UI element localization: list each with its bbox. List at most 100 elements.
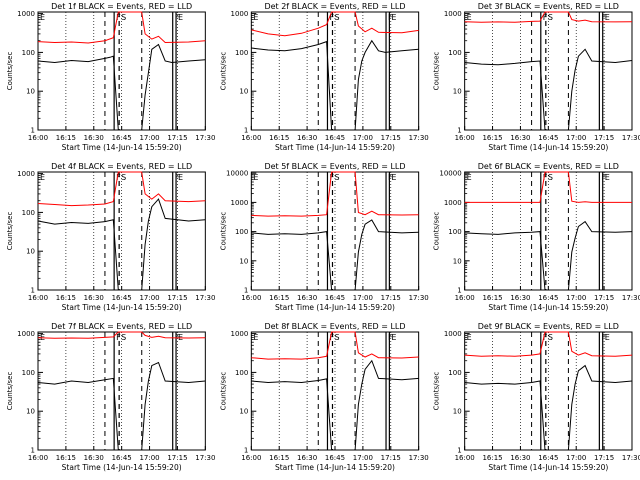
y-axis-label: Counts/sec <box>433 372 441 411</box>
y-tick-label: 1000 <box>444 330 462 338</box>
x-tick-label: 17:15 <box>167 294 187 302</box>
chart-title: Det 5f BLACK = Events, RED = LLD <box>264 162 405 171</box>
plot-frame <box>37 331 206 451</box>
x-tick-label: 17:30 <box>195 454 215 462</box>
event-marker-label: F <box>116 13 121 22</box>
x-tick-label: 16:15 <box>56 294 76 302</box>
chart-title: Det 2f BLACK = Events, RED = LLD <box>264 2 405 11</box>
series-events <box>464 48 633 131</box>
y-tick-label: 10 <box>239 88 248 96</box>
event-marker-label: F <box>388 333 393 342</box>
event-marker-label: F <box>175 13 180 22</box>
event-marker-label: S <box>121 13 126 22</box>
x-axis-label: Start Time (14-Jun-14 15:59:20) <box>62 463 182 472</box>
x-tick-label: 16:15 <box>269 294 289 302</box>
y-tick-label: 1 <box>244 127 248 135</box>
x-tick-label: 17:30 <box>195 294 215 302</box>
x-tick-label: 16:45 <box>325 454 345 462</box>
x-tick-label: 16:15 <box>269 134 289 142</box>
x-axis-label: Start Time (14-Jun-14 15:59:20) <box>488 143 608 152</box>
y-axis-label: Counts/sec <box>219 52 227 91</box>
x-tick-label: 16:15 <box>269 454 289 462</box>
series-lld <box>464 331 633 357</box>
x-tick-label: 16:00 <box>455 454 475 462</box>
y-tick-label: 100 <box>448 228 461 236</box>
chart-title: Det 1f BLACK = Events, RED = LLD <box>51 2 192 11</box>
chart-title: Det 4f BLACK = Events, RED = LLD <box>51 162 192 171</box>
series-events <box>251 219 419 291</box>
x-tick-label: 17:15 <box>167 454 187 462</box>
x-axis-label: Start Time (14-Jun-14 15:59:20) <box>62 143 182 152</box>
plot-frame <box>464 331 633 451</box>
x-tick-label: 16:30 <box>84 134 104 142</box>
chart-title: Det 8f BLACK = Events, RED = LLD <box>264 322 405 331</box>
event-marker-label: E <box>253 13 258 22</box>
event-marker-label: E <box>253 333 258 342</box>
x-axis-label: Start Time (14-Jun-14 15:59:20) <box>275 303 395 312</box>
event-marker-label: E <box>391 173 396 182</box>
x-tick-label: 16:00 <box>455 294 475 302</box>
series-lld <box>37 11 206 44</box>
series-lld <box>37 331 206 339</box>
event-marker-label: S <box>121 333 126 342</box>
series-lld <box>251 331 419 360</box>
x-tick-label: 16:15 <box>482 294 502 302</box>
y-tick-label: 1000 <box>231 10 249 18</box>
event-marker-label: E <box>178 13 183 22</box>
event-marker-label: E <box>253 173 258 182</box>
y-tick-label: 100 <box>448 49 461 57</box>
chart-panel-6: Det 6f BLACK = Events, RED = LLD 1 10 100 10… <box>433 162 640 312</box>
plot-frame <box>250 331 420 451</box>
event-marker-label: E <box>178 173 183 182</box>
x-tick-label: 17:00 <box>139 454 159 462</box>
event-marker-label: F <box>116 333 121 342</box>
chart-title: Det 6f BLACK = Events, RED = LLD <box>478 162 619 171</box>
event-marker-label: E <box>391 333 396 342</box>
series-lld <box>464 11 633 23</box>
y-tick-label: 1000 <box>17 330 35 338</box>
y-tick-label: 1000 <box>17 10 35 18</box>
x-tick-label: 16:15 <box>482 454 502 462</box>
event-marker-label: S <box>548 13 553 22</box>
x-tick-label: 17:30 <box>622 134 640 142</box>
x-tick-label: 17:15 <box>381 294 401 302</box>
event-marker-label: F <box>388 13 393 22</box>
y-tick-label: 10 <box>239 408 248 416</box>
event-marker-label: S <box>334 333 339 342</box>
x-tick-label: 16:45 <box>112 294 132 302</box>
y-tick-label: 100 <box>235 228 248 236</box>
y-tick-label: 1 <box>457 287 461 295</box>
x-tick-label: 16:30 <box>510 454 530 462</box>
chart-panel-4: Det 4f BLACK = Events, RED = LLD 1 10 100 10… <box>6 162 215 312</box>
y-tick-label: 100 <box>448 369 461 377</box>
chart-panel-3: Det 3f BLACK = Events, RED = LLD 1 10 100 10… <box>433 2 640 152</box>
y-tick-label: 10 <box>453 257 462 265</box>
x-tick-label: 17:30 <box>622 454 640 462</box>
event-marker-label: F <box>116 173 121 182</box>
x-tick-label: 17:00 <box>566 134 586 142</box>
y-tick-label: 1 <box>244 287 248 295</box>
event-marker-label: F <box>329 13 334 22</box>
chart-panel-1: Det 1f BLACK = Events, RED = LLD 1 10 100 10… <box>6 2 215 152</box>
x-tick-label: 17:15 <box>381 134 401 142</box>
x-tick-label: 17:15 <box>594 294 614 302</box>
series-lld <box>251 171 419 217</box>
event-marker-label: F <box>175 173 180 182</box>
chart-title: Det 7f BLACK = Events, RED = LLD <box>51 322 192 331</box>
y-tick-label: 10 <box>26 248 35 256</box>
y-tick-label: 10 <box>26 408 35 416</box>
event-marker-label: E <box>391 13 396 22</box>
event-marker-label: S <box>334 173 339 182</box>
y-axis-label: Counts/sec <box>219 212 227 251</box>
event-marker-label: F <box>601 13 606 22</box>
y-tick-label: 1 <box>244 447 248 455</box>
x-axis-label: Start Time (14-Jun-14 15:59:20) <box>275 143 395 152</box>
y-axis-label: Counts/sec <box>433 212 441 251</box>
event-marker-label: S <box>548 173 553 182</box>
y-tick-label: 10000 <box>226 170 248 178</box>
x-tick-label: 17:30 <box>409 294 429 302</box>
series-events <box>251 359 419 451</box>
x-tick-label: 17:00 <box>353 294 373 302</box>
event-marker-label: E <box>605 333 610 342</box>
series-lld <box>37 171 206 207</box>
